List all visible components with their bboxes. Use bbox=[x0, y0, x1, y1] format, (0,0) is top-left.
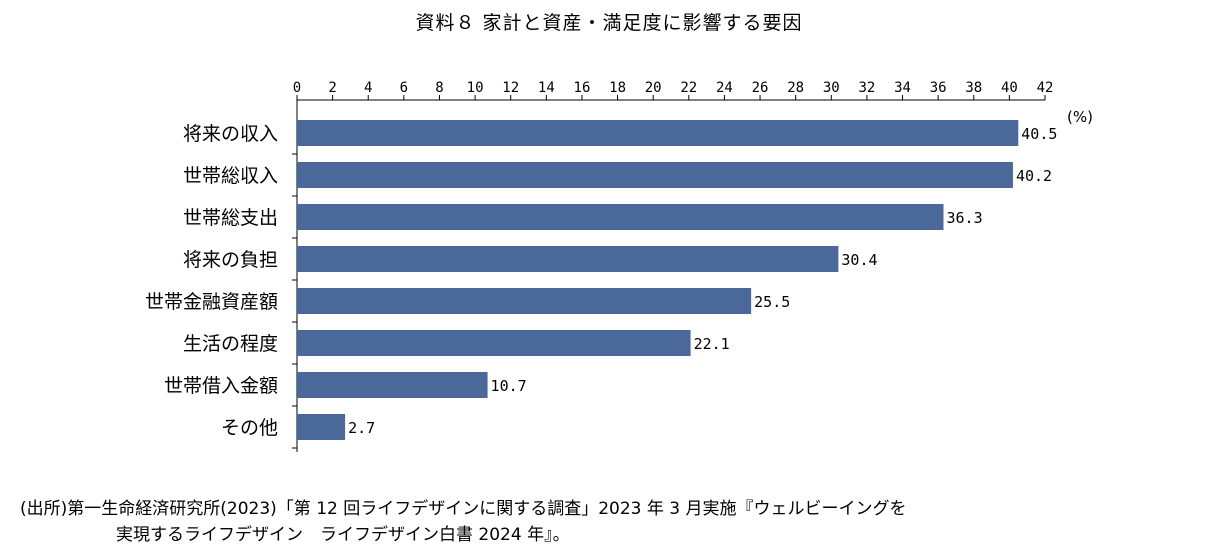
x-tick-label: 24 bbox=[716, 80, 733, 96]
bar bbox=[297, 162, 1013, 188]
data-label: 25.5 bbox=[754, 293, 790, 311]
x-tick-label: 14 bbox=[538, 80, 555, 96]
data-label: 36.3 bbox=[946, 209, 982, 227]
bar bbox=[297, 414, 346, 440]
x-tick-label: 10 bbox=[467, 80, 484, 96]
category-label: 将来の収入 bbox=[183, 123, 278, 145]
category-label: 世帯総支出 bbox=[183, 207, 278, 229]
bar-chart: 0 2 4 6 8 10 12 14 16 18 20 22 24 26 28 30 32 34 36 38 40 42(… bbox=[145, 80, 1093, 452]
bar bbox=[297, 372, 488, 398]
x-tick-label: 42 bbox=[1037, 80, 1054, 96]
category-label: 世帯総収入 bbox=[183, 165, 278, 187]
x-tick-label: 18 bbox=[609, 80, 626, 96]
category-label: 生活の程度 bbox=[183, 333, 278, 355]
x-tick-label: 30 bbox=[823, 80, 840, 96]
data-label: 10.7 bbox=[491, 377, 527, 395]
x-tick-label: 4 bbox=[364, 80, 372, 96]
data-label: 30.4 bbox=[841, 251, 877, 269]
bar bbox=[297, 204, 944, 230]
bar bbox=[297, 330, 691, 356]
data-label: 40.5 bbox=[1021, 125, 1057, 143]
x-tick-label: 6 bbox=[400, 80, 408, 96]
source-line-2: 実現するライフデザイン ライフデザイン白書 2024 年』。 bbox=[116, 525, 570, 545]
x-tick-label: 40 bbox=[1001, 80, 1018, 96]
bar bbox=[297, 120, 1019, 146]
source-line-1: (出所)第一生命経済研究所(2023)「第 12 回ライフデザインに関する調査」… bbox=[20, 499, 907, 519]
category-label: 将来の負担 bbox=[183, 249, 278, 271]
x-tick-label: 12 bbox=[502, 80, 519, 96]
x-tick-label: 0 bbox=[293, 80, 301, 96]
x-tick-label: 28 bbox=[787, 80, 804, 96]
x-tick-label: 2 bbox=[328, 80, 336, 96]
category-label: 世帯金融資産額 bbox=[145, 291, 278, 313]
x-tick-label: 38 bbox=[965, 80, 982, 96]
data-label: 2.7 bbox=[348, 419, 375, 437]
x-tick-label: 32 bbox=[858, 80, 875, 96]
category-label: その他 bbox=[221, 417, 278, 439]
x-tick-label: 8 bbox=[435, 80, 443, 96]
bar bbox=[297, 288, 752, 314]
x-tick-label: 36 bbox=[930, 80, 947, 96]
chart-title: 資料８ 家計と資産・満足度に影響する要因 bbox=[415, 12, 803, 34]
x-tick-label: 34 bbox=[894, 80, 911, 96]
category-label: 世帯借入金額 bbox=[164, 375, 278, 397]
data-label: 40.2 bbox=[1016, 167, 1052, 185]
unit-label: (%) bbox=[1067, 108, 1093, 126]
x-tick-label: 26 bbox=[752, 80, 769, 96]
x-tick-label: 16 bbox=[574, 80, 591, 96]
data-label: 22.1 bbox=[694, 335, 730, 353]
x-tick-label: 22 bbox=[680, 80, 697, 96]
source-note: (出所)第一生命経済研究所(2023)「第 12 回ライフデザインに関する調査」… bbox=[20, 496, 1210, 548]
x-tick-label: 20 bbox=[645, 80, 662, 96]
bar bbox=[297, 246, 839, 272]
